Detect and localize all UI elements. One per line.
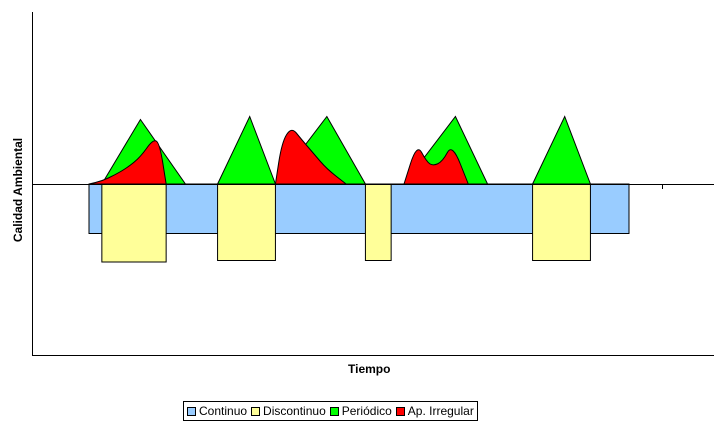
legend-item-irregular: Ap. Irregular [395,404,474,418]
x-axis-label: Tiempo [348,362,391,376]
irregular-peak-1 [274,129,347,185]
discontinuo-block-1 [217,183,276,261]
discontinuo-block-2 [364,183,392,261]
irregular-peak-0 [88,140,167,185]
discontinuo-block-3 [532,183,591,261]
legend-swatch-discontinuo [251,406,261,416]
legend-label-irregular: Ap. Irregular [407,404,474,418]
chart-marks [88,115,630,263]
legend: Continuo Discontinuo Periódico Ap. Irregula… [183,401,478,421]
periodico-peak-4 [531,115,592,185]
irregular-peak-2 [403,149,469,185]
legend-label-discontinuo: Discontinuo [263,404,326,418]
legend-item-continuo: Continuo [187,404,247,418]
legend-label-continuo: Continuo [199,404,248,418]
legend-item-discontinuo: Discontinuo [251,404,326,418]
legend-item-periodico: Periódico [329,404,392,418]
discontinuo-block-0 [101,183,167,263]
legend-label-periodico: Periódico [341,404,392,418]
legend-swatch-periodico [329,406,339,416]
legend-swatch-continuo [187,406,196,416]
legend-swatch-irregular [395,406,405,416]
periodico-peak-1 [216,115,277,185]
y-axis-label: Calidad Ambiental [11,137,25,243]
